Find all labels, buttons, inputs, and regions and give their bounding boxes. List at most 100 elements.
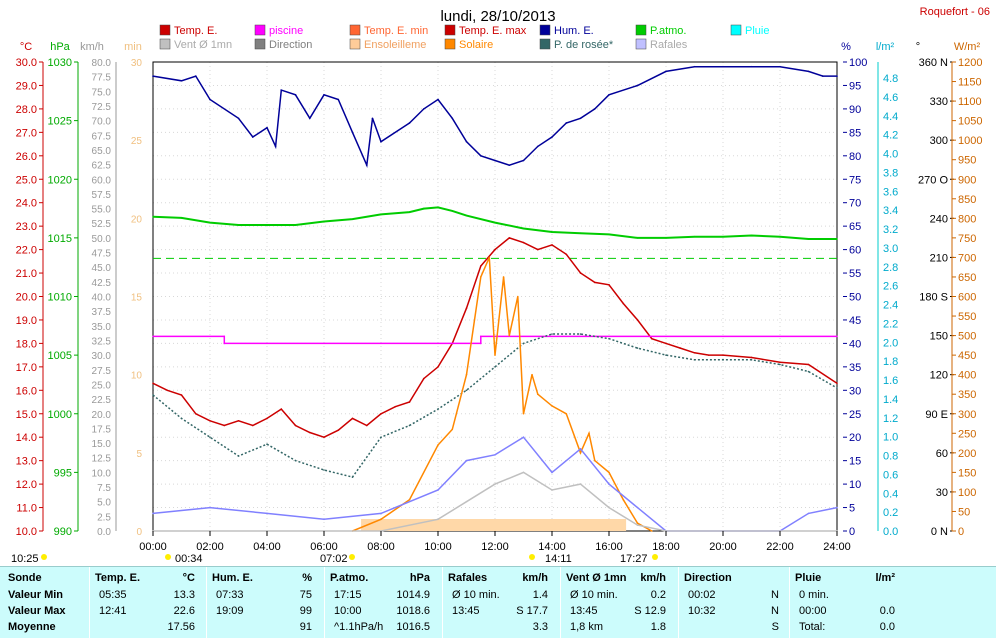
data-point — [494, 366, 496, 368]
data-point — [665, 342, 667, 345]
data-point — [180, 79, 183, 82]
axes-group: 30.0 29.0 28.0 27.0 26.0 25.0 24.0 23.0 22.0 21.0… — [11, 41, 982, 565]
temp-tick-label: 22.0 — [16, 245, 37, 257]
data-point — [380, 140, 382, 143]
data-point — [152, 394, 154, 396]
sun-dot — [529, 554, 535, 560]
data-point — [237, 117, 240, 120]
legend-label: Direction — [269, 39, 312, 51]
data-point — [494, 453, 496, 456]
data-point — [408, 401, 411, 403]
data-point — [422, 207, 425, 210]
stats-cell-value: S 17.7 — [516, 605, 548, 617]
data-point — [488, 256, 491, 259]
solar-tick-label: 950 — [958, 155, 976, 167]
data-point — [665, 237, 667, 239]
wind-tick-label: 2.5 — [97, 512, 111, 523]
data-point — [408, 498, 411, 501]
temp-tick-label: 16.0 — [16, 385, 37, 397]
data-point — [522, 227, 525, 230]
data-point — [722, 65, 724, 68]
stats-cell-value: 1018.6 — [396, 605, 430, 617]
rain-tick-label: 0.6 — [883, 469, 898, 481]
wind-tick-label: 67.5 — [92, 131, 112, 142]
dir-tick-label: 360 N — [919, 57, 948, 69]
stats-cell-time: 17:15 — [334, 589, 362, 601]
solar-unit-label: W/m² — [954, 41, 981, 53]
data-point — [579, 333, 582, 335]
data-point — [636, 347, 639, 349]
data-point — [693, 235, 696, 238]
data-point — [166, 389, 169, 392]
legend-swatch — [635, 24, 647, 36]
wind-tick-label: 60.0 — [92, 175, 112, 186]
stats-cell-time: 10:32 — [688, 605, 716, 617]
press-tick-label: 1030 — [48, 57, 72, 69]
stats-cell-time: 10:00 — [334, 605, 362, 617]
data-point — [551, 231, 553, 233]
x-tick-label: 00:00 — [139, 541, 167, 553]
data-point — [479, 265, 482, 267]
wind-tick-label: 37.5 — [92, 307, 112, 318]
data-point — [508, 334, 511, 337]
data-point — [693, 359, 696, 361]
minutes-tick-label: 30 — [131, 58, 143, 69]
press-tick-label: 1000 — [48, 409, 72, 421]
data-point — [274, 145, 277, 148]
solar-tick-label: 550 — [958, 311, 976, 323]
data-point — [437, 408, 439, 410]
data-point — [565, 122, 568, 124]
stats-cell-time: 1,8 km — [570, 621, 604, 633]
rain-tick-label: 2.6 — [883, 281, 898, 293]
minutes-tick-label: 15 — [131, 293, 143, 304]
stats-header-label: Temp. E. — [95, 572, 141, 584]
data-point — [494, 248, 496, 251]
data-point — [508, 164, 511, 166]
data-point — [323, 436, 325, 439]
data-point — [693, 65, 696, 68]
data-point — [294, 459, 297, 462]
data-point — [608, 94, 610, 96]
solar-tick-label: 400 — [958, 370, 976, 382]
data-point — [152, 75, 154, 77]
data-point — [622, 302, 625, 305]
data-point — [465, 389, 468, 392]
stats-header-unit: km/h — [640, 572, 666, 584]
data-point — [494, 221, 496, 224]
stats-header-label: Pluie — [795, 572, 822, 584]
data-point — [371, 117, 374, 120]
statistics-table: Sonde Temp. E. °C Hum. E.% P.atmo. hPa Rafales… — [0, 566, 996, 638]
wind-tick-label: 42.5 — [92, 278, 112, 289]
stats-row-label: Moyenne — [8, 621, 56, 633]
stats-cell-value: 0.0 — [879, 605, 895, 617]
stats-header-unit: % — [302, 572, 312, 584]
data-point — [337, 98, 340, 101]
sun-dot — [652, 554, 658, 560]
data-point — [750, 356, 753, 359]
data-point — [209, 221, 211, 224]
data-point — [351, 131, 354, 134]
hum-tick-label: 55 — [849, 268, 861, 280]
sun-dot — [41, 554, 47, 560]
minutes-tick-label: 5 — [136, 449, 142, 460]
wind-tick-label: 75.0 — [92, 87, 112, 98]
data-point — [152, 215, 154, 218]
minutes-tick-label: 10 — [131, 371, 143, 382]
data-point — [522, 471, 525, 474]
data-point — [437, 444, 439, 446]
data-point — [522, 436, 525, 439]
stats-cell-value: N — [771, 589, 779, 601]
legend-label: Ensoleilleme — [364, 39, 426, 51]
solar-tick-label: 850 — [958, 194, 976, 206]
data-point — [494, 483, 496, 485]
hum-tick-label: 60 — [849, 245, 861, 257]
stats-cell-value: S 12.9 — [634, 605, 666, 617]
hum-tick-label: 10 — [849, 479, 861, 491]
wind-tick-label: 77.5 — [92, 73, 112, 84]
press-tick-label: 1005 — [48, 350, 72, 362]
rain-tick-label: 2.4 — [883, 300, 898, 312]
data-point — [351, 417, 354, 420]
sun-dot — [165, 554, 171, 560]
hum-tick-label: 80 — [849, 151, 861, 163]
data-point — [408, 122, 411, 124]
